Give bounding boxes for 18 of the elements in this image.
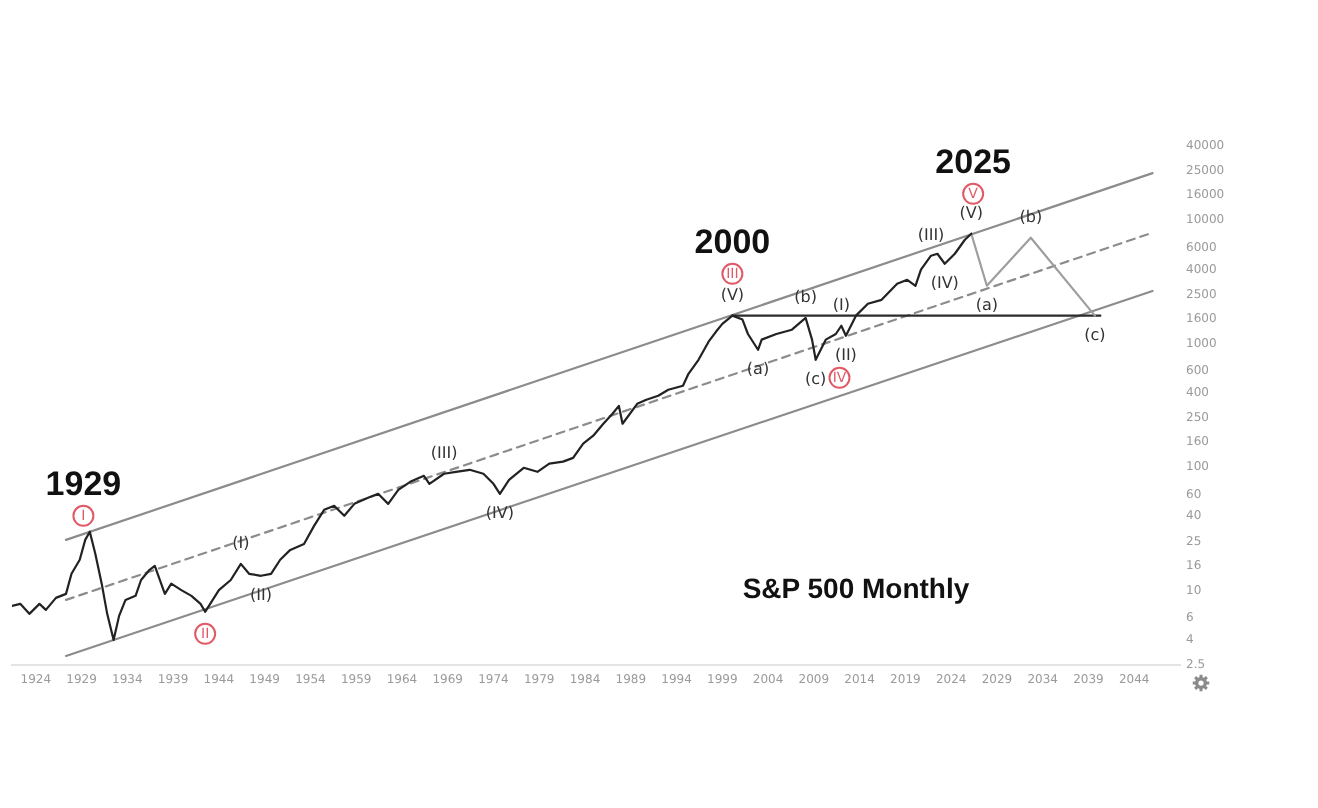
annotation: (IV) (930, 273, 959, 292)
annotation: (a) (975, 295, 999, 314)
annotation: (V) (720, 285, 745, 304)
annotation: (I) (832, 295, 850, 314)
annotation: (a) (746, 359, 770, 378)
annotation: (c) (1084, 325, 1106, 344)
annotation: (c) (805, 369, 827, 388)
annotation: (III) (430, 443, 458, 462)
annotation: 2025 (935, 143, 1011, 182)
annotation: (b) (794, 288, 817, 307)
annotation: (I) (232, 533, 250, 552)
annotation: (II) (250, 585, 272, 604)
annotation: 2000 (694, 223, 771, 262)
annotation: 1929 (45, 465, 122, 504)
annotation: (III) (917, 225, 945, 244)
annotation: (II) (834, 345, 857, 364)
annotation: (V) (959, 203, 984, 222)
text: S&P 500 Monthly (742, 572, 970, 606)
